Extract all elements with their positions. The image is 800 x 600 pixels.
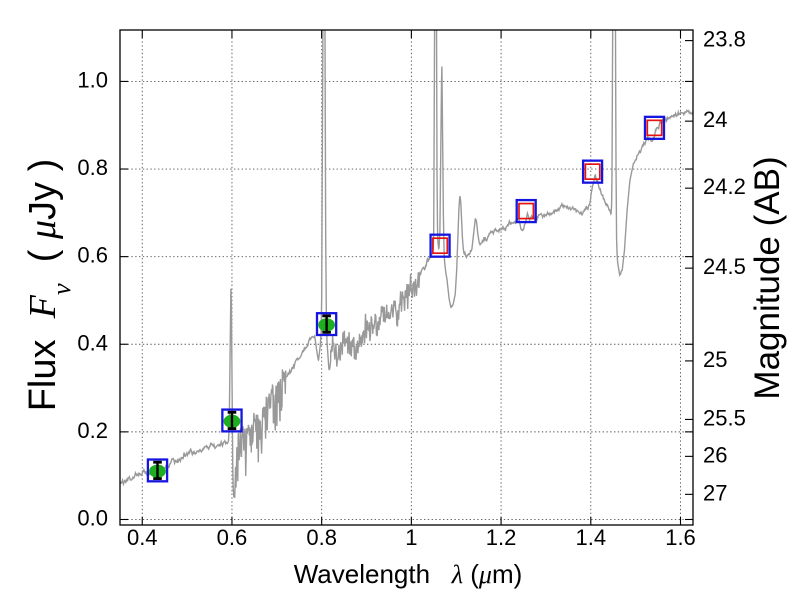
svg-text:1.4: 1.4 xyxy=(575,525,606,550)
svg-text:27: 27 xyxy=(703,480,727,505)
svg-text:0.4: 0.4 xyxy=(77,330,108,355)
svg-text:25: 25 xyxy=(703,347,727,372)
svg-text:1.6: 1.6 xyxy=(665,525,696,550)
svg-text:0.0: 0.0 xyxy=(77,505,108,530)
svg-text:1: 1 xyxy=(405,525,417,550)
svg-text:1.2: 1.2 xyxy=(486,525,517,550)
svg-text:26: 26 xyxy=(703,442,727,467)
svg-text:0.4: 0.4 xyxy=(127,525,158,550)
svg-text:Magnitude (AB): Magnitude (AB) xyxy=(748,156,787,399)
svg-text:23.8: 23.8 xyxy=(703,27,746,52)
svg-text:0.8: 0.8 xyxy=(77,155,108,180)
svg-text:24: 24 xyxy=(703,107,727,132)
svg-text:24.5: 24.5 xyxy=(703,254,746,279)
svg-text:1.0: 1.0 xyxy=(77,67,108,92)
svg-text:25.5: 25.5 xyxy=(703,405,746,430)
svg-text:Wavelength λ (μm): Wavelength λ (μm) xyxy=(294,559,523,589)
svg-text:0.6: 0.6 xyxy=(77,243,108,268)
svg-text:0.2: 0.2 xyxy=(77,418,108,443)
svg-text:0.6: 0.6 xyxy=(217,525,248,550)
svg-text:24.2: 24.2 xyxy=(703,174,746,199)
svg-text:0.8: 0.8 xyxy=(306,525,337,550)
